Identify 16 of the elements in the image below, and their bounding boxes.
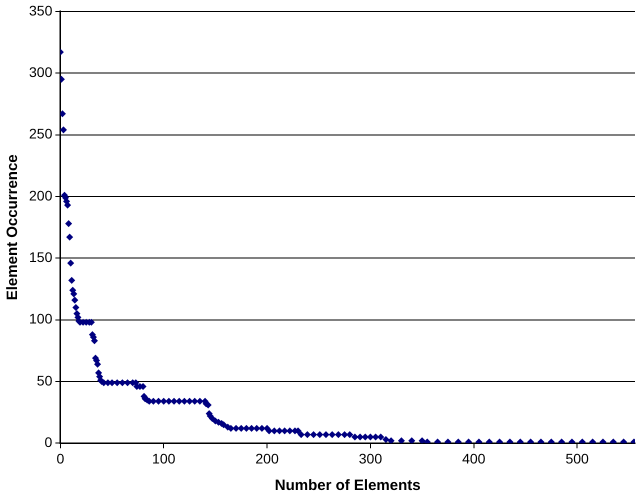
- x-tick-label: 500: [565, 450, 590, 466]
- x-tick-label: 100: [152, 450, 176, 466]
- x-tick-label: 400: [462, 450, 486, 466]
- x-tick-label: 300: [358, 450, 382, 466]
- y-tick-label: 100: [29, 310, 53, 327]
- y-tick-label: 250: [29, 126, 53, 142]
- y-tick-label: 300: [29, 64, 53, 80]
- y-axis-title: Element Occurrence: [4, 154, 22, 300]
- x-axis-title: Number of Elements: [274, 477, 421, 494]
- y-tick-label: 150: [29, 249, 53, 265]
- x-tick-label: 200: [255, 450, 279, 466]
- y-tick-label: 50: [36, 372, 53, 388]
- x-tick-label: 0: [56, 450, 64, 466]
- y-tick-label: 0: [44, 434, 53, 450]
- y-tick-label: 350: [29, 2, 53, 18]
- y-tick-label: 200: [29, 187, 53, 204]
